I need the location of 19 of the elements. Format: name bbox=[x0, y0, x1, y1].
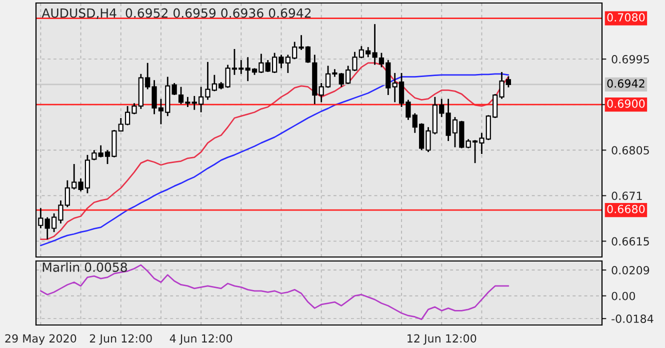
y-tick-label: 0.00 bbox=[612, 292, 636, 300]
y-tick-label: 0.6615 bbox=[612, 237, 649, 246]
y-tick-label: 0.0209 bbox=[612, 266, 650, 274]
x-tick-label: 4 Jun 12:00 bbox=[170, 334, 232, 345]
x-tick-label: 12 Jun 12:00 bbox=[408, 334, 476, 345]
line-series bbox=[40, 264, 510, 320]
x-tick-label: 29 May 2020 bbox=[5, 334, 76, 345]
ref-line-label: 0.6900 bbox=[607, 99, 645, 108]
y-tick-label: 0.6995 bbox=[612, 55, 649, 64]
ref-line-label: 0.6942 bbox=[607, 79, 644, 88]
chart-title: Marlin 0.0058 bbox=[42, 262, 127, 272]
y-tick-label: -0.0184 bbox=[612, 314, 654, 323]
candlestick bbox=[172, 82, 177, 96]
x-tick-label: 2 Jun 12:00 bbox=[90, 334, 152, 345]
ref-line-label: 0.6680 bbox=[607, 204, 645, 214]
ref-line-label: 0.7080 bbox=[607, 13, 645, 22]
chart-title: AUDUSD,H4 0.6952 0.6959 0.6936 0.6942 bbox=[42, 8, 311, 20]
y-tick-label: 0.6805 bbox=[612, 146, 649, 155]
y-tick-label: 0.671 bbox=[612, 192, 642, 200]
